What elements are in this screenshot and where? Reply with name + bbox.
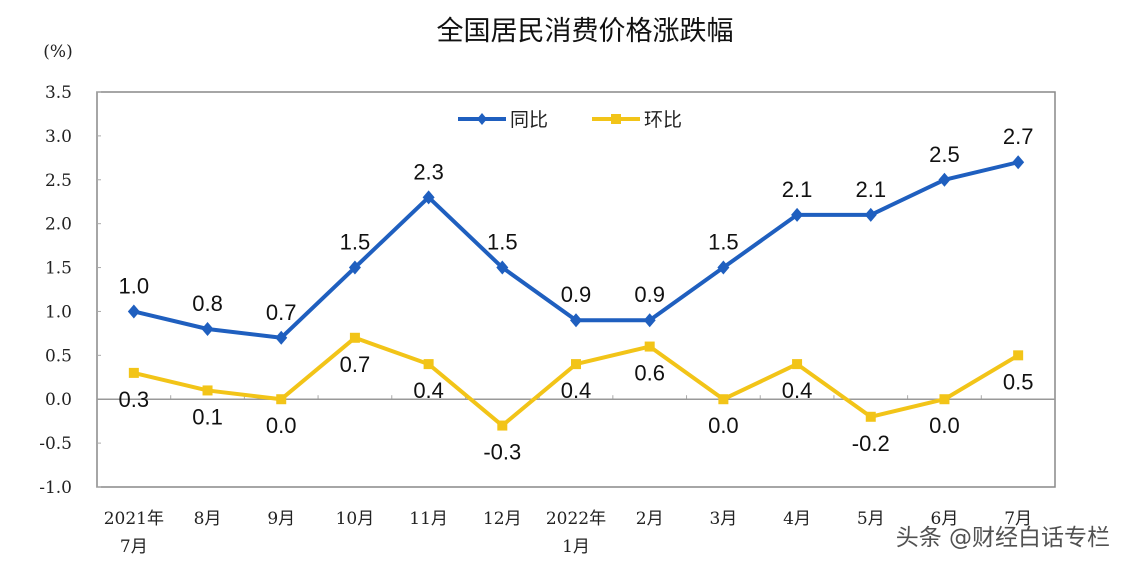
plot-area (96, 91, 1056, 488)
data-point (644, 341, 655, 352)
legend-label: 环比 (644, 109, 682, 131)
x-tick-label: 9月 (267, 509, 295, 529)
data-label: 0.4 (782, 378, 813, 403)
data-point (717, 260, 730, 275)
data-label: 0.5 (1003, 369, 1034, 394)
data-label: 0.9 (561, 282, 592, 307)
watermark: 头条 @财经白话专栏 (896, 525, 1110, 551)
data-label: 0.6 (634, 361, 665, 386)
data-point (128, 367, 139, 378)
data-point (276, 394, 287, 405)
data-label: 0.7 (266, 300, 297, 325)
series-mom: 0.3 0.1 0.0 0.7 0.4 -0.3 0.4 0.6 0.0 0.4 -0.2 0.0 0.… (119, 332, 1034, 465)
x-tick-label: 5月 (857, 509, 885, 529)
data-point (718, 394, 729, 405)
data-label: 2.1 (782, 177, 813, 202)
data-point (938, 172, 951, 187)
data-point (792, 359, 803, 370)
y-tick-label: 1.0 (45, 302, 72, 322)
x-tick-label: 11月 (409, 509, 448, 529)
data-point (202, 385, 213, 396)
data-label: 0.0 (929, 413, 960, 438)
data-label: 1.0 (119, 273, 150, 298)
x-tick-label: 8月 (194, 509, 222, 529)
x-tick-label: 7月 (1004, 509, 1032, 529)
data-label: 0.7 (340, 352, 371, 377)
data-label: 1.5 (708, 230, 739, 255)
data-label: 2.1 (855, 177, 886, 202)
data-point (423, 359, 434, 370)
data-label: 1.5 (340, 230, 371, 255)
x-tick-label: 7月 (120, 537, 148, 557)
y-tick-label: 0.0 (45, 390, 72, 410)
data-label: 0.4 (561, 378, 592, 403)
data-point (791, 207, 804, 222)
data-label: 0.8 (192, 291, 223, 316)
y-tick-label: -1.0 (39, 478, 72, 498)
data-label: 2.7 (1003, 124, 1034, 149)
data-point (496, 260, 509, 275)
x-tick-label: 12月 (483, 509, 522, 529)
data-point (348, 260, 361, 275)
data-label: 0.4 (413, 378, 444, 403)
data-point (865, 411, 876, 422)
data-point (201, 322, 214, 336)
data-label: -0.2 (852, 431, 890, 456)
x-tick-label: 2021年 (104, 509, 164, 529)
data-label: 0.1 (192, 404, 223, 429)
data-point (939, 394, 950, 405)
data-point (570, 313, 582, 328)
y-tick-label: -0.5 (39, 434, 72, 454)
data-point (497, 420, 508, 431)
data-point (643, 313, 656, 328)
y-tick-label: 2.5 (45, 171, 72, 191)
y-tick-label: 2.0 (45, 215, 72, 235)
legend-marker (477, 113, 487, 125)
chart-title: 全国居民消费价格涨跌幅 (437, 16, 734, 47)
y-tick-label: 0.5 (45, 346, 72, 366)
data-label: 0.0 (708, 413, 739, 438)
x-tick-label: 2022年 (546, 509, 606, 529)
data-point (1013, 350, 1024, 361)
x-tick-label: 6月 (931, 509, 959, 529)
data-label: 2.5 (929, 142, 960, 167)
series-yoy: 1.0 0.8 0.7 1.5 2.3 1.5 0.9 0.9 1.5 2.1 2.1 2.5 2.7 (119, 124, 1034, 345)
x-tick-label: 1月 (562, 537, 590, 557)
legend-label: 同比 (510, 109, 548, 131)
data-point (864, 207, 877, 222)
data-label: 2.3 (413, 159, 444, 184)
legend: 同比 环比 (458, 109, 682, 131)
data-label: 1.5 (487, 230, 518, 255)
y-tick-label: 3.0 (45, 127, 72, 147)
data-label: 0.9 (634, 282, 665, 307)
x-tick-label: 4月 (783, 509, 811, 529)
y-tick-label: 1.5 (45, 259, 72, 279)
y-tick-label: 3.5 (45, 83, 72, 103)
data-point (571, 359, 581, 370)
data-point (1012, 155, 1025, 170)
x-tick-label: 2月 (636, 509, 664, 529)
data-label: 0.3 (119, 387, 150, 412)
data-point (127, 304, 140, 319)
x-tick-label: 10月 (336, 509, 375, 529)
legend-marker (611, 114, 621, 124)
data-point (349, 332, 360, 343)
data-label: 0.0 (266, 413, 297, 438)
x-tick-label: 3月 (709, 509, 737, 529)
data-label: -0.3 (483, 440, 521, 465)
data-point (422, 190, 435, 205)
data-point (275, 330, 288, 345)
y-axis-unit: (%) (43, 42, 72, 62)
